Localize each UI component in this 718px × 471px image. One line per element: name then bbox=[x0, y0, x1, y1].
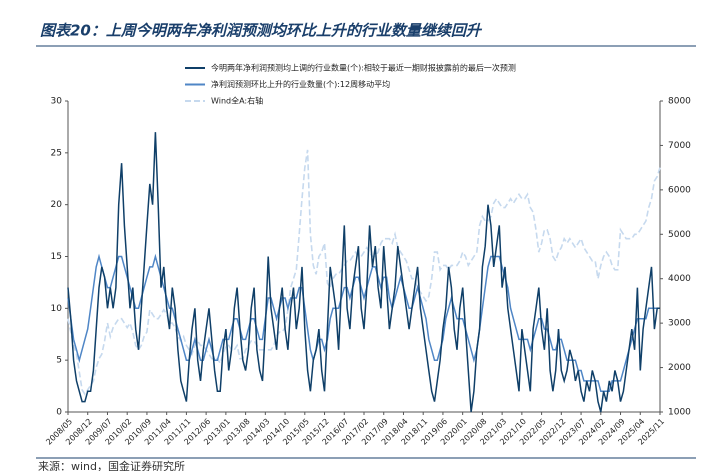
y2-tick-label: 7000 bbox=[668, 141, 691, 151]
y-tick-label: 15 bbox=[51, 252, 62, 262]
y-tick-label: 0 bbox=[56, 408, 62, 418]
y2-tick-label: 6000 bbox=[668, 185, 691, 195]
legend-label: 净利润预测环比上升的行业数量(个):12周移动平均 bbox=[211, 79, 390, 89]
y2-tick-label: 1000 bbox=[668, 408, 691, 418]
y2-tick-label: 3000 bbox=[668, 319, 691, 329]
series-line bbox=[67, 132, 660, 413]
y-tick-label: 30 bbox=[51, 97, 63, 107]
y2-tick-label: 4000 bbox=[668, 274, 691, 284]
series-line bbox=[67, 149, 661, 396]
y2-tick-label: 2000 bbox=[668, 363, 691, 373]
y-tick-label: 5 bbox=[56, 356, 62, 366]
y-tick-label: 10 bbox=[51, 304, 63, 314]
legend-label: 今明两年净利润预测均上调的行业数量(个):相较于最近一期财报披露前的最后一次预测 bbox=[211, 63, 516, 73]
y-tick-label: 20 bbox=[51, 200, 63, 210]
y-tick-label: 25 bbox=[51, 148, 62, 158]
y2-tick-label: 5000 bbox=[668, 230, 691, 240]
source: 来源：wind，国金证券研究所 bbox=[38, 459, 185, 471]
y2-tick-label: 8000 bbox=[668, 97, 691, 107]
legend-label: Wind全A:右轴 bbox=[211, 96, 263, 106]
chart-title: 图表20：上周今明两年净利润预测均环比上升的行业数量继续回升 bbox=[40, 22, 483, 40]
